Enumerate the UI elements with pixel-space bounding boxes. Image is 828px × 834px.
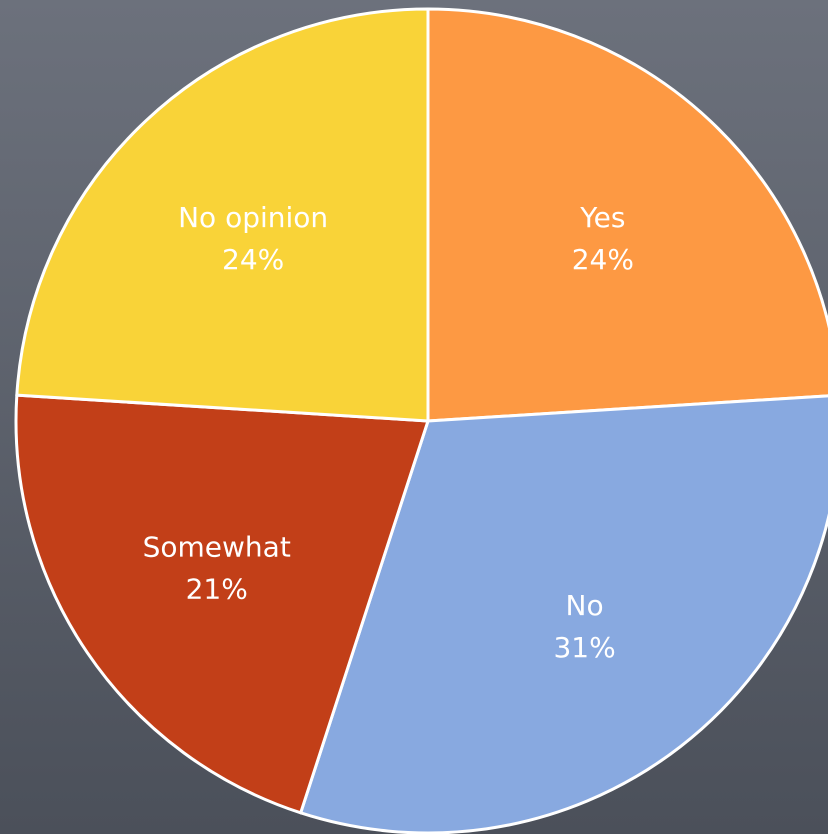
pie-slice-somewhat <box>14 393 430 815</box>
pie-slice-no <box>299 394 828 834</box>
pie-slice-yes <box>426 7 828 423</box>
slice-percent-no: 31% <box>553 631 615 664</box>
slice-percent-somewhat: 21% <box>186 573 248 606</box>
slice-percent-yes: 24% <box>572 243 634 276</box>
slice-label-yes: Yes <box>579 201 625 234</box>
pie-slice-no-opinion <box>15 7 430 423</box>
slice-label-no-opinion: No opinion <box>178 201 328 234</box>
slice-label-somewhat: Somewhat <box>143 531 291 564</box>
slice-label-no: No <box>566 589 604 622</box>
slice-percent-no-opinion: 24% <box>222 243 284 276</box>
